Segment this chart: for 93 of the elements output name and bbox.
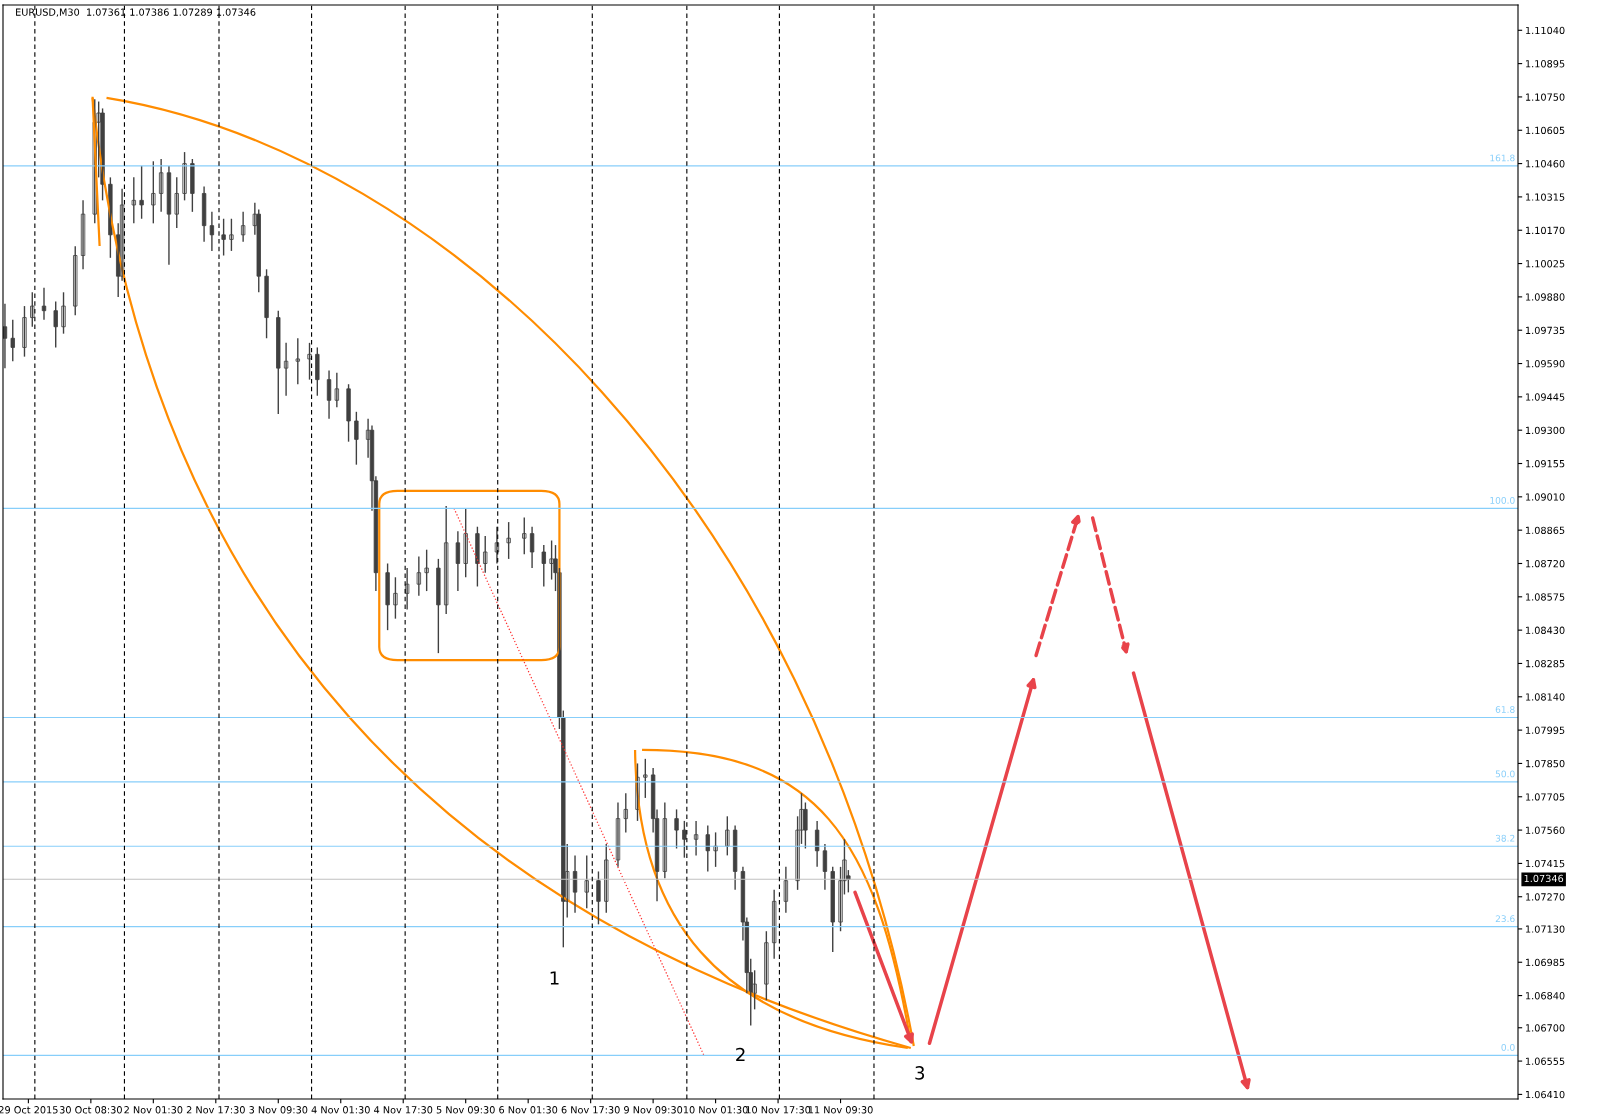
y-tick-label: 1.10170 — [1526, 226, 1565, 235]
y-tick-label: 1.07705 — [1526, 793, 1565, 801]
candlestick — [307, 342, 312, 381]
candlestick — [830, 866, 835, 953]
y-tick-label: 1.08285 — [1526, 659, 1565, 668]
candlestick — [623, 792, 628, 834]
candlestick — [393, 576, 398, 620]
y-tick-label: 1.07850 — [1526, 759, 1565, 768]
y-tick-label: 1.07415 — [1526, 859, 1565, 868]
annotation: 0.0 — [1501, 1043, 1515, 1051]
y-tick-label: 1.07130 — [1526, 925, 1565, 933]
candlestick — [385, 562, 390, 631]
y-tick-label: 1.06985 — [1526, 958, 1565, 967]
annotation: 2 — [736, 1047, 745, 1062]
y-tick-label: 1.09590 — [1526, 360, 1565, 368]
annotation: 50.0 — [1495, 770, 1515, 778]
annotation: 3 — [915, 1066, 925, 1080]
candlestick — [53, 300, 58, 349]
y-tick-label: 1.07995 — [1526, 726, 1565, 734]
y-tick-label: 1.10025 — [1526, 260, 1565, 268]
y-tick-label: 1.10750 — [1526, 93, 1565, 101]
candlestick — [131, 176, 136, 225]
ref-line-label: 1.07346 — [1524, 874, 1564, 883]
x-tick-label: 4 Nov 01:30 — [311, 1106, 370, 1114]
y-tick-label: 1.09010 — [1526, 493, 1565, 501]
y-tick-label: 1.07560 — [1526, 826, 1565, 834]
candlestick — [643, 758, 648, 799]
candlestick — [10, 319, 15, 362]
candlestick — [295, 337, 300, 385]
chart-title: EURUSD,M30 1.07361 1.07386 1.07289 1.07346 — [16, 8, 256, 17]
x-tick-label: 4 Nov 17:30 — [374, 1106, 433, 1114]
y-tick-label: 1.06840 — [1526, 992, 1565, 1000]
candlestick — [522, 516, 527, 555]
candlestick — [436, 558, 441, 654]
candlestick — [354, 411, 359, 466]
candlestick — [764, 930, 769, 1001]
y-tick-label: 1.09735 — [1526, 326, 1565, 335]
y-tick-label: 1.06555 — [1526, 1057, 1565, 1065]
candlestick — [264, 268, 269, 339]
y-tick-label: 1.06410 — [1526, 1090, 1565, 1099]
x-tick-label: 29 Oct 2015 — [0, 1106, 58, 1114]
y-tick-label: 1.10315 — [1526, 193, 1565, 201]
x-tick-label: 5 Nov 09:30 — [436, 1106, 495, 1114]
candlestick — [541, 544, 546, 588]
y-tick-label: 1.10895 — [1526, 60, 1565, 68]
y-tick-label: 1.09445 — [1526, 393, 1565, 401]
annotation: 23.6 — [1495, 915, 1515, 923]
annotation: 61.8 — [1495, 706, 1515, 713]
y-tick-label: 1.08140 — [1526, 693, 1565, 701]
x-tick-label: 3 Nov 09:30 — [249, 1106, 308, 1114]
x-tick-label: 2 Nov 17:30 — [186, 1106, 245, 1114]
y-tick-label: 1.08865 — [1526, 526, 1565, 534]
candlestick — [596, 870, 601, 926]
y-tick-label: 1.08720 — [1526, 559, 1565, 568]
y-tick-label: 1.11040 — [1526, 26, 1565, 35]
candlestick — [604, 843, 609, 914]
candlestick — [139, 165, 144, 220]
candlestick — [73, 245, 78, 316]
y-tick-label: 1.09880 — [1526, 293, 1565, 301]
y-tick-label: 1.10460 — [1526, 160, 1565, 168]
x-tick-label: 10 Nov 01:30 — [683, 1106, 748, 1114]
candlestick — [483, 535, 488, 574]
y-tick-label: 1.07270 — [1526, 893, 1565, 901]
candlestick — [61, 291, 66, 335]
candlestick — [346, 383, 351, 443]
x-tick-label: 2 Nov 01:30 — [124, 1106, 183, 1114]
annotation: 100.0 — [1490, 496, 1515, 504]
y-tick-label: 1.09300 — [1526, 426, 1565, 435]
y-tick-label: 1.06700 — [1526, 1024, 1565, 1032]
annotation: 38.2 — [1495, 834, 1515, 842]
annotation: 161.8 — [1490, 154, 1515, 162]
y-tick-label: 1.10605 — [1526, 126, 1565, 135]
candlestick — [315, 346, 320, 397]
candlestick — [174, 176, 179, 229]
candlestick — [584, 854, 589, 909]
x-tick-label: 10 Nov 17:30 — [746, 1106, 811, 1114]
y-tick-label: 1.08575 — [1526, 593, 1565, 601]
annotation: 1 — [550, 971, 559, 985]
candlestick — [221, 218, 226, 257]
candlestick — [674, 808, 679, 850]
candlestick — [424, 549, 429, 592]
x-tick-label: 6 Nov 01:30 — [499, 1106, 558, 1114]
candlestick — [22, 305, 27, 358]
y-tick-label: 1.09155 — [1526, 459, 1565, 468]
x-tick-label: 6 Nov 17:30 — [561, 1106, 620, 1114]
candlestick — [463, 507, 468, 578]
candlestick — [276, 309, 281, 415]
candlestick — [151, 160, 156, 225]
x-tick-label: 9 Nov 09:30 — [624, 1106, 683, 1114]
candlestick — [725, 815, 730, 857]
x-tick-label: 30 Oct 08:30 — [59, 1106, 122, 1114]
y-tick-label: 1.08430 — [1526, 626, 1565, 634]
candlestick — [229, 218, 234, 252]
